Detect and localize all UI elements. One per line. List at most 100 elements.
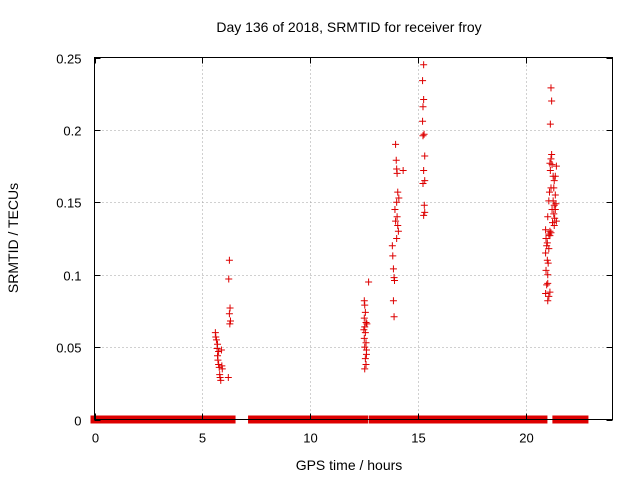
data-point [215,360,223,368]
y-tick-label: 0.1 [63,269,81,284]
data-point [421,177,429,185]
data-point [360,326,368,334]
x-tick-label: 10 [303,431,317,446]
data-point [399,166,407,174]
data-point [395,194,403,202]
data-point [362,346,370,354]
data-point [544,279,552,287]
data-point [392,156,400,164]
data-point [389,252,397,260]
data-point [543,256,551,264]
data-point [547,84,555,92]
data-point [542,226,550,234]
data-point [419,77,427,85]
data-point [546,120,554,128]
data-point [361,355,369,363]
data-point [226,320,234,328]
data-point [420,130,428,138]
data-point [226,304,234,312]
data-point [360,334,368,342]
data-point [362,339,370,347]
ticks-layer: 0 5 10 15 20 0 0.05 0.1 0.15 0.2 0.25 [56,52,613,446]
data-point [542,290,550,298]
data-point [544,297,552,305]
data-point [218,365,226,373]
data-point [551,214,559,222]
y-axis-label: SRMTID / TECUs [5,183,21,293]
data-point [388,242,396,250]
data-point [393,213,401,221]
data-point [543,239,551,247]
data-point [217,376,225,384]
data-point [362,360,370,368]
y-tick-label: 0.15 [56,196,81,211]
data-point [548,219,556,227]
data-point [544,213,552,221]
data-point [362,318,370,326]
data-point [547,229,555,237]
x-tick-label: 5 [199,431,206,446]
x-tick-label: 0 [92,431,99,446]
data-point [419,132,427,140]
data-point [361,301,369,309]
data-point [545,292,553,300]
data-point [550,177,558,185]
data-point [394,188,402,196]
data-point [363,320,371,328]
data-point [544,259,552,267]
data-point [419,179,427,187]
data-point [389,265,397,273]
y-tick-label: 0.25 [56,52,81,67]
data-point [361,343,369,351]
data-point [542,249,550,257]
data-point [393,235,401,242]
points-layer [211,61,560,384]
data-point [361,329,369,337]
data-point [215,347,223,355]
data-point [224,374,232,382]
data-point [216,374,224,382]
data-point [389,297,397,305]
data-point [544,271,552,279]
data-point [391,276,399,284]
data-point [392,140,400,148]
data-point [420,95,428,103]
data-point [548,151,556,159]
y-tick-label: 0 [74,414,81,429]
data-point [550,201,558,209]
data-point [361,308,369,316]
data-point [420,211,428,219]
x-tick-label: 15 [411,431,425,446]
data-point [552,217,560,225]
data-point [550,184,558,192]
data-point [225,310,233,318]
data-point [550,210,558,218]
data-point [545,188,553,196]
data-point [392,217,400,225]
data-point [212,336,220,344]
data-point [419,103,427,111]
chart-title: Day 136 of 2018, SRMTID for receiver fro… [216,19,481,35]
data-point [393,169,401,177]
data-point [546,227,554,235]
grid-layer [94,57,613,420]
plot-frame [94,57,613,420]
data-point [225,256,233,264]
data-point [545,245,553,253]
data-point [547,155,555,163]
data-point [214,340,222,348]
data-point [546,288,554,296]
data-point [394,221,402,229]
data-point [550,221,558,229]
data-point [360,314,368,322]
x-tick-label: 20 [519,431,533,446]
data-point [361,365,369,373]
data-point [542,235,550,242]
data-point [393,198,401,206]
data-point [226,317,234,325]
data-point [421,208,429,216]
data-point [420,201,428,209]
data-point [225,275,233,283]
data-point [390,313,398,321]
